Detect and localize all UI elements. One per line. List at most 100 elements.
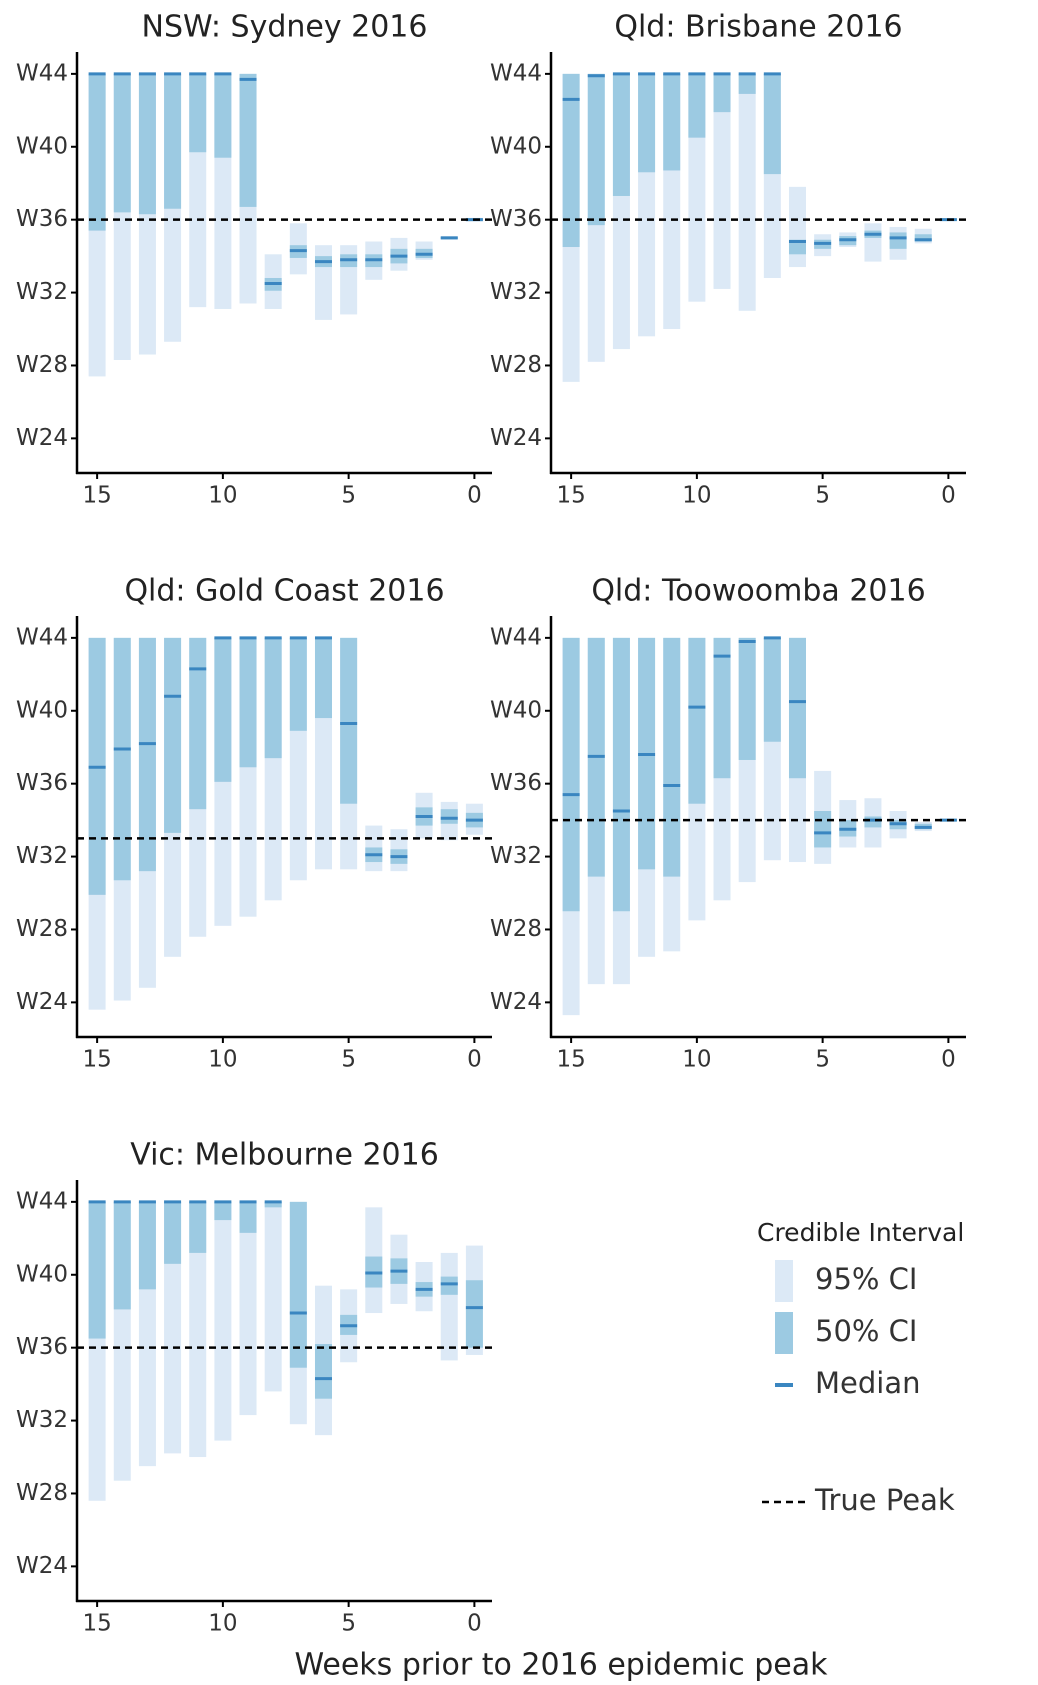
y-tick-label: W44 [16, 60, 68, 86]
ci95-bar [440, 1252, 458, 1361]
y-tick-label: W24 [490, 989, 542, 1015]
ci50-bar [314, 637, 332, 719]
ci50-bar [465, 1280, 483, 1348]
y-tick-label: W40 [16, 697, 68, 723]
x-tick-label: 10 [682, 483, 711, 509]
ci50-bar [189, 73, 207, 153]
y-tick-label: W40 [16, 1261, 68, 1287]
ci50-bar [239, 1201, 257, 1233]
ci50-bar [688, 73, 706, 138]
x-tick-label: 0 [941, 1047, 956, 1073]
ci50-bar [113, 637, 131, 881]
ci50-bar [88, 73, 106, 231]
y-tick-label: W24 [490, 425, 542, 451]
legend-label: 95% CI [815, 1262, 917, 1296]
ci50-bar [113, 73, 131, 213]
ci50-bar [314, 1344, 332, 1399]
legend-label: 50% CI [815, 1314, 917, 1348]
ci50-bar [814, 811, 832, 848]
legend-swatch [775, 1260, 793, 1302]
ci50-bar [340, 637, 358, 804]
ci50-bar [164, 1201, 182, 1264]
y-tick-label: W44 [490, 624, 542, 650]
ci50-bar [440, 1276, 458, 1295]
x-tick-label: 15 [82, 1611, 111, 1637]
panel-title: Vic: Melbourne 2016 [130, 1138, 439, 1173]
ci50-bar [788, 637, 806, 779]
ci50-bar [440, 809, 458, 824]
ci95-bar [164, 1201, 182, 1454]
legend-label: Median [815, 1366, 920, 1400]
ci50-bar [138, 637, 156, 872]
ci95-bar [738, 73, 756, 311]
ci50-bar [88, 1201, 106, 1339]
x-tick-label: 5 [815, 483, 830, 509]
ci95-bar [864, 223, 882, 262]
ci95-bar [239, 1201, 257, 1416]
ci50-bar [289, 1201, 307, 1368]
ci50-bar [914, 234, 932, 242]
x-tick-label: 15 [82, 483, 111, 509]
y-tick-label: W28 [16, 916, 68, 942]
ci50-bar [239, 73, 257, 207]
x-tick-label: 10 [208, 483, 237, 509]
ci50-bar [264, 1201, 282, 1208]
x-tick-label: 5 [815, 1047, 830, 1073]
ci50-bar [239, 637, 257, 768]
ci50-bar [713, 73, 731, 113]
ci95-bar [264, 1201, 282, 1392]
x-tick-label: 10 [208, 1047, 237, 1073]
y-tick-label: W24 [16, 425, 68, 451]
ci50-bar [763, 637, 781, 742]
y-tick-label: W32 [16, 1407, 68, 1433]
y-tick-label: W36 [490, 770, 542, 796]
panel-title: Qld: Brisbane 2016 [614, 10, 902, 45]
x-tick-label: 15 [82, 1047, 111, 1073]
x-tick-label: 5 [341, 1611, 356, 1637]
y-tick-label: W44 [490, 60, 542, 86]
ci50-bar [638, 73, 656, 173]
ci95-bar [713, 73, 731, 289]
y-tick-label: W32 [490, 279, 542, 305]
x-tick-label: 5 [341, 483, 356, 509]
y-tick-label: W32 [490, 843, 542, 869]
ci50-bar [138, 73, 156, 215]
y-tick-label: W28 [16, 352, 68, 378]
ci50-bar [738, 73, 756, 94]
ci50-bar [713, 637, 731, 779]
y-tick-label: W40 [490, 133, 542, 159]
y-tick-label: W28 [490, 352, 542, 378]
x-axis-label: Weeks prior to 2016 epidemic peak [294, 1648, 828, 1683]
y-tick-label: W44 [16, 624, 68, 650]
ci50-bar [189, 637, 207, 810]
y-tick-label: W28 [16, 1480, 68, 1506]
y-tick-label: W40 [16, 133, 68, 159]
ci95-bar [788, 186, 806, 268]
y-tick-label: W32 [16, 843, 68, 869]
x-tick-label: 0 [467, 483, 482, 509]
ci50-bar [663, 73, 681, 171]
y-tick-label: W40 [490, 697, 542, 723]
ci50-bar [214, 1201, 232, 1221]
legend-title: Credible Interval [757, 1218, 964, 1247]
ci50-bar [763, 73, 781, 175]
y-tick-label: W36 [490, 206, 542, 232]
ci50-bar [113, 1201, 131, 1310]
ci95-bar [214, 1201, 232, 1441]
ci50-bar [864, 816, 882, 828]
ci50-bar [164, 637, 182, 833]
x-tick-label: 15 [556, 1047, 585, 1073]
ci95-bar [189, 1201, 207, 1458]
x-tick-label: 0 [467, 1611, 482, 1637]
ci50-bar [164, 73, 182, 209]
panel-title: NSW: Sydney 2016 [142, 10, 428, 45]
x-tick-label: 0 [467, 1047, 482, 1073]
y-tick-label: W28 [490, 916, 542, 942]
ci50-bar [214, 73, 232, 158]
y-tick-label: W36 [16, 770, 68, 796]
panel-title: Qld: Gold Coast 2016 [124, 574, 444, 609]
ci50-bar [688, 637, 706, 804]
x-tick-label: 15 [556, 483, 585, 509]
ci50-bar [587, 73, 605, 226]
